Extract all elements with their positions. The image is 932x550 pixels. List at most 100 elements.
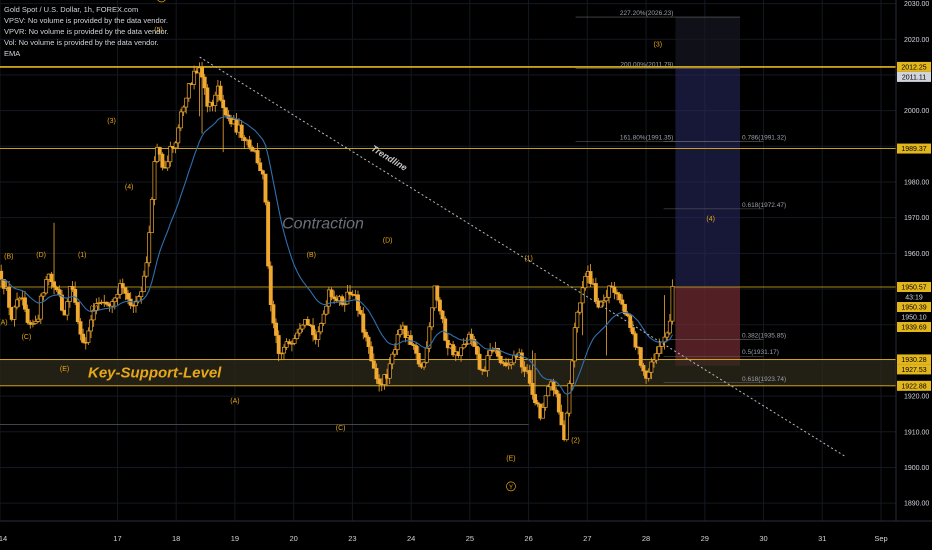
candle-body [213, 94, 218, 106]
candle-body [25, 308, 30, 323]
wave-label: (D) [383, 238, 393, 245]
candle-body [443, 318, 448, 341]
candle-body [300, 324, 305, 330]
candle-body [469, 333, 474, 340]
ema-line [1, 116, 673, 395]
price-tag [897, 302, 931, 313]
time-tick-label: 31 [818, 534, 826, 543]
price-tag [897, 71, 931, 82]
candle-body [554, 389, 559, 395]
time-axis[interactable]: 14 17 18 19 20 23 24 25 26 27 28 29 30 31 Sep [0, 520, 932, 543]
candle-body [52, 281, 56, 288]
candle-body [403, 325, 408, 338]
legend-vpvr[interactable]: VPVR: No volume is provided by the data … [4, 27, 169, 36]
candle-body [369, 346, 374, 362]
candle-body [551, 381, 556, 391]
candle-body [89, 319, 93, 332]
legend-title[interactable]: Gold Spot / U.S. Dollar, 1h, FOREX.com [4, 5, 139, 14]
candle-body [583, 275, 588, 289]
price-axis[interactable]: 1890.001900.001910.001920.001930.001940.… [895, 0, 932, 550]
candle-body [165, 161, 170, 169]
candle-body [607, 285, 612, 298]
candle-body [115, 294, 120, 299]
wave-label: (2) [571, 437, 580, 444]
candle-body [271, 304, 276, 324]
candle-body [622, 303, 627, 315]
candle-body [110, 301, 115, 307]
wave-label: Y [509, 485, 513, 491]
candle-body [41, 292, 46, 297]
candle-body [324, 305, 329, 315]
time-tick-label: 23 [348, 534, 356, 543]
fib-retracement-label: 0.382(1935.85) [742, 333, 786, 340]
legend-vpsv[interactable]: VPSV: No volume is provided by the data … [4, 16, 168, 25]
wave-label: (B) [4, 254, 13, 261]
candle-body [136, 296, 141, 302]
candle-body [366, 336, 371, 348]
candle-body [604, 296, 609, 302]
candle-body [628, 315, 633, 328]
candle-body [134, 300, 138, 307]
candle-body [572, 327, 577, 362]
candle-body [578, 302, 582, 313]
candle-body [126, 293, 130, 300]
legend-ema[interactable]: EMA [4, 49, 21, 58]
candle-body [292, 338, 297, 344]
candle-body [184, 97, 189, 108]
candle-body [437, 299, 442, 312]
candle-body [519, 352, 524, 368]
candle-body [44, 279, 49, 294]
candle-body [0, 270, 4, 280]
candle-body [371, 360, 376, 369]
candle-body [173, 142, 178, 149]
key-support-zone [0, 359, 896, 386]
wave-label: (2) [90, 305, 99, 312]
candle-body [255, 150, 260, 164]
candle-body [75, 302, 80, 322]
candle-body [530, 382, 535, 395]
candle-body [17, 297, 22, 301]
candle-body [665, 332, 670, 338]
candle-body [268, 265, 273, 306]
price-tick-label: 2000.00 [904, 108, 929, 115]
candle-body [496, 347, 501, 357]
candle-body [393, 349, 397, 355]
candle-body [390, 353, 395, 365]
candle-body [599, 301, 604, 308]
legend-vol[interactable]: Vol: No volume is provided by the data v… [4, 38, 159, 47]
candle-body [641, 365, 646, 372]
trendline[interactable] [199, 56, 847, 458]
price-tag [897, 354, 931, 365]
price-tick-label: 1970.00 [904, 215, 929, 222]
wave-label-circle [506, 481, 516, 492]
candle-body [139, 291, 144, 297]
candle-body [221, 99, 226, 109]
candle-body [70, 286, 75, 290]
candle-body [239, 124, 244, 138]
candle-body [149, 199, 154, 234]
key-support-label: Key-Support-Level [88, 365, 222, 382]
candle-body [570, 360, 575, 384]
candle-body [575, 311, 580, 329]
candle-body [65, 301, 70, 316]
wave-label: (A) [230, 398, 239, 405]
time-tick-label: 28 [642, 534, 650, 543]
candle-body [266, 201, 271, 267]
candle-body [176, 127, 181, 144]
candle-body [480, 368, 485, 371]
candle-body [38, 295, 43, 320]
candle-body [316, 331, 321, 340]
time-tick-label: 17 [113, 534, 121, 543]
candle-body [527, 370, 532, 384]
candle-body [408, 335, 413, 345]
candle-body [33, 321, 38, 324]
wave-label: (A) [0, 320, 8, 327]
wave-label: (3) [654, 41, 663, 48]
candle-body [178, 111, 183, 129]
candle-body [223, 107, 228, 116]
price-tick-label: 1920.00 [904, 394, 929, 401]
candle-body [181, 106, 186, 113]
time-tick-label: 24 [407, 534, 415, 543]
candle-body [295, 332, 300, 339]
